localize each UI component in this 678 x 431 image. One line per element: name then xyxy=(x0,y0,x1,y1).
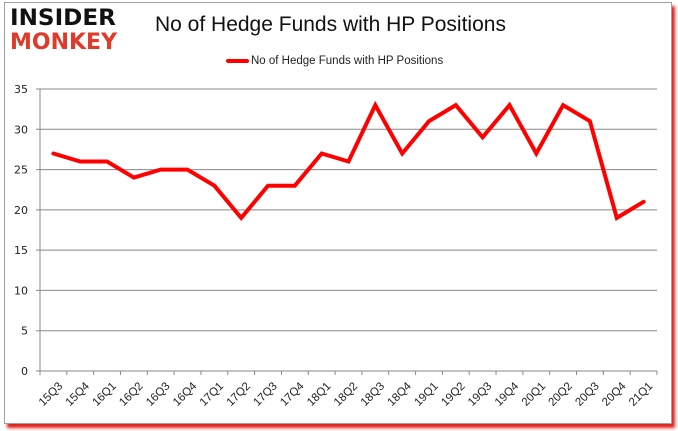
gridlines xyxy=(36,88,657,372)
y-tick-label: 15 xyxy=(14,244,28,257)
chart-title: No of Hedge Funds with HP Positions xyxy=(155,13,506,36)
x-tick-label: 17Q2 xyxy=(225,380,253,408)
chart-legend: No of Hedge Funds with HP Positions xyxy=(226,55,443,67)
logo-line-insider: INSIDER xyxy=(10,6,116,31)
x-tick-label: 17Q1 xyxy=(198,380,226,408)
x-tick-label: 20Q2 xyxy=(547,380,575,408)
x-tick-label: 20Q1 xyxy=(520,380,548,408)
x-tick-label: 20Q4 xyxy=(600,380,629,409)
y-tick-label: 35 xyxy=(14,83,28,96)
y-axis: 0 5 10 15 20 25 30 35 xyxy=(14,83,41,378)
x-tick-label: 17Q3 xyxy=(251,380,279,408)
y-tick-label: 10 xyxy=(14,284,28,297)
x-tick-label: 19Q3 xyxy=(466,380,494,408)
x-tick-label: 16Q1 xyxy=(90,380,118,408)
logo-line-monkey: MONKEY xyxy=(10,30,118,55)
y-tick-label: 5 xyxy=(21,325,28,338)
x-tick-label: 18Q4 xyxy=(386,380,415,409)
x-tick-label: 18Q2 xyxy=(332,380,360,408)
x-tick-label: 16Q2 xyxy=(117,380,145,408)
y-tick-label: 25 xyxy=(14,164,28,177)
x-tick-label: 19Q2 xyxy=(439,380,467,408)
legend-label: No of Hedge Funds with HP Positions xyxy=(251,55,444,67)
legend-line-swatch-icon xyxy=(226,59,249,63)
x-tick-label: 19Q4 xyxy=(493,380,522,409)
y-tick-label: 20 xyxy=(14,204,28,217)
x-tick-label: 16Q3 xyxy=(144,380,172,408)
x-tick-label: 15Q3 xyxy=(37,380,65,408)
x-tick-label: 21Q1 xyxy=(627,380,655,408)
x-tick-label: 16Q4 xyxy=(171,380,200,409)
x-tick-label: 18Q1 xyxy=(305,380,333,408)
series-line-hedge-funds xyxy=(51,100,646,222)
x-axis: 15Q315Q416Q116Q216Q316Q417Q117Q217Q317Q4… xyxy=(37,371,658,409)
x-tick-label: 15Q4 xyxy=(64,380,93,409)
x-tick-label: 18Q3 xyxy=(359,380,387,408)
x-tick-label: 19Q1 xyxy=(412,380,440,408)
y-tick-label: 30 xyxy=(14,123,28,136)
x-tick-label: 17Q4 xyxy=(278,380,307,409)
y-tick-label: 0 xyxy=(21,365,28,378)
insider-monkey-logo: INSIDER MONKEY xyxy=(8,6,128,58)
chart-frame xyxy=(4,2,672,424)
x-tick-label: 20Q3 xyxy=(573,380,601,408)
